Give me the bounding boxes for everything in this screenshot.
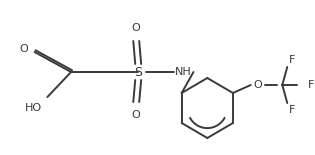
Text: O: O xyxy=(19,44,28,54)
Text: O: O xyxy=(253,80,262,90)
Text: NH: NH xyxy=(175,67,192,77)
Text: O: O xyxy=(132,23,140,33)
Text: O: O xyxy=(132,110,140,120)
Text: F: F xyxy=(289,55,295,65)
Text: F: F xyxy=(308,80,314,90)
Text: F: F xyxy=(289,105,295,115)
Text: HO: HO xyxy=(25,103,43,113)
Text: S: S xyxy=(134,66,142,78)
